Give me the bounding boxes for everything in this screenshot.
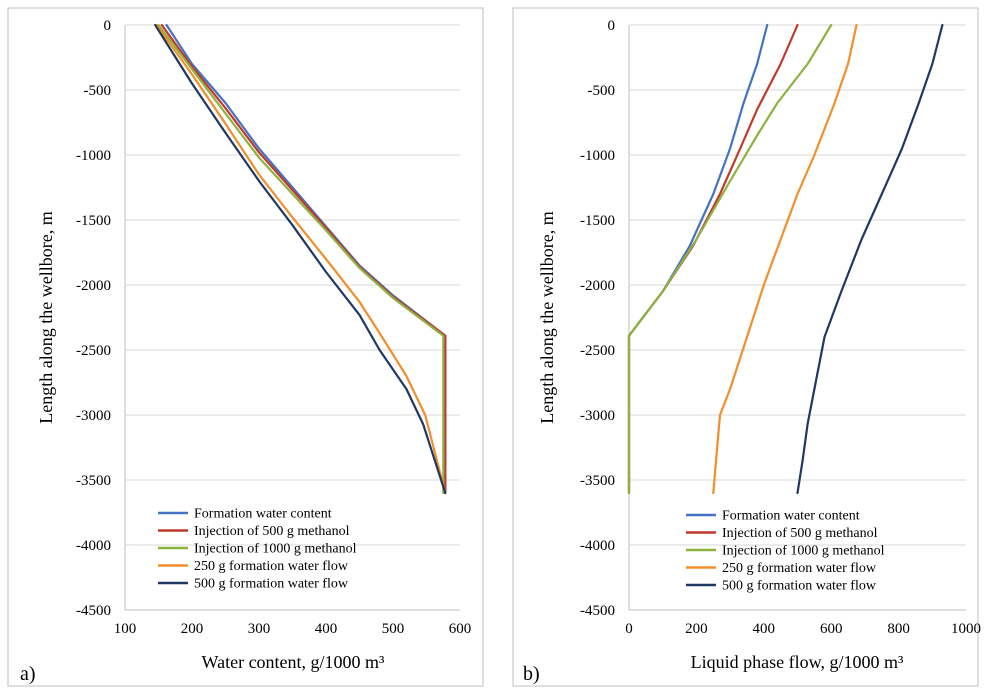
- y-tick-label: -4000: [580, 538, 615, 554]
- series-line-2: [160, 23, 447, 495]
- panel-frame: [7, 7, 484, 687]
- y-tick-label: -2500: [76, 343, 111, 359]
- x-axis-title: Liquid phase flow, g/1000 m³: [691, 652, 904, 672]
- y-tick-label: 0: [608, 18, 616, 34]
- series-line-1: [165, 23, 447, 495]
- x-tick-label: 200: [685, 621, 708, 637]
- y-tick-label: -4500: [580, 603, 615, 619]
- y-tick-label: -2500: [580, 343, 615, 359]
- y-tick-label: -1000: [76, 148, 111, 164]
- x-tick-label: 400: [753, 621, 776, 637]
- y-axis-title: Length along the wellbore, m: [36, 211, 56, 423]
- series-line-4: [712, 23, 858, 495]
- series-line-3: [627, 23, 833, 495]
- x-tick-label: 400: [315, 621, 338, 637]
- legend-entry: Injection of 500 g methanol: [194, 524, 350, 539]
- panel-frame: [512, 7, 979, 687]
- x-tick-label: 1000: [951, 621, 981, 637]
- legend: Formation water content Injection of 500 …: [158, 507, 357, 592]
- x-tick-label: 600: [449, 621, 472, 637]
- series-line-3: [157, 23, 445, 495]
- panel-label: b): [523, 663, 540, 685]
- y-tick-label: -3500: [580, 473, 615, 489]
- legend-entry: Formation water content: [194, 507, 332, 522]
- series-line-1: [627, 23, 769, 495]
- legend-entry: Injection of 1000 g methanol: [722, 544, 885, 559]
- y-tick-label: -2000: [580, 278, 615, 294]
- legend-entry: 250 g formation water flow: [194, 559, 349, 574]
- y-tick-label: -500: [84, 83, 112, 99]
- x-tick-label: 600: [820, 621, 843, 637]
- y-tick-label: -1500: [76, 213, 111, 229]
- series-line-2: [627, 23, 799, 495]
- y-tick-label: -3000: [76, 408, 111, 424]
- panel-label: a): [20, 663, 36, 685]
- series-line-5: [154, 23, 447, 495]
- legend-entry: Injection of 1000 g methanol: [194, 542, 357, 557]
- x-tick-label: 100: [114, 621, 137, 637]
- y-tick-label: -2000: [76, 278, 111, 294]
- x-tick-label: 800: [887, 621, 910, 637]
- y-tick-label: -3500: [76, 473, 111, 489]
- x-axis-title: Water content, g/1000 m³: [202, 652, 386, 672]
- chart-panel-2: 0 -500 -1000 -1500 -2000 -2500 -3000 -3500 -4000…: [512, 7, 981, 687]
- legend-entry: 500 g formation water flow: [194, 577, 349, 592]
- y-tick-label: -500: [588, 83, 616, 99]
- legend-entry: Formation water content: [722, 509, 860, 524]
- x-tick-label: 500: [382, 621, 405, 637]
- y-tick-label: -3000: [580, 408, 615, 424]
- y-tick-label: 0: [104, 18, 112, 34]
- y-tick-label: -4500: [76, 603, 111, 619]
- chart-panel-1: 0 -500 -1000 -1500 -2000 -2500 -3000 -3500 -4000…: [7, 7, 484, 687]
- legend-entry: 500 g formation water flow: [722, 579, 877, 594]
- y-tick-label: -1500: [580, 213, 615, 229]
- x-tick-label: 0: [625, 621, 633, 637]
- y-axis-title: Length along the wellbore, m: [537, 211, 557, 423]
- y-tick-label: -1000: [580, 148, 615, 164]
- y-tick-label: -4000: [76, 538, 111, 554]
- series-line-5: [796, 23, 944, 495]
- x-tick-label: 200: [181, 621, 204, 637]
- x-tick-label: 300: [248, 621, 271, 637]
- legend-entry: 250 g formation water flow: [722, 561, 877, 576]
- series-line-4: [155, 23, 447, 495]
- legend: Formation water content Injection of 500 …: [686, 509, 885, 594]
- legend-entry: Injection of 500 g methanol: [722, 526, 878, 541]
